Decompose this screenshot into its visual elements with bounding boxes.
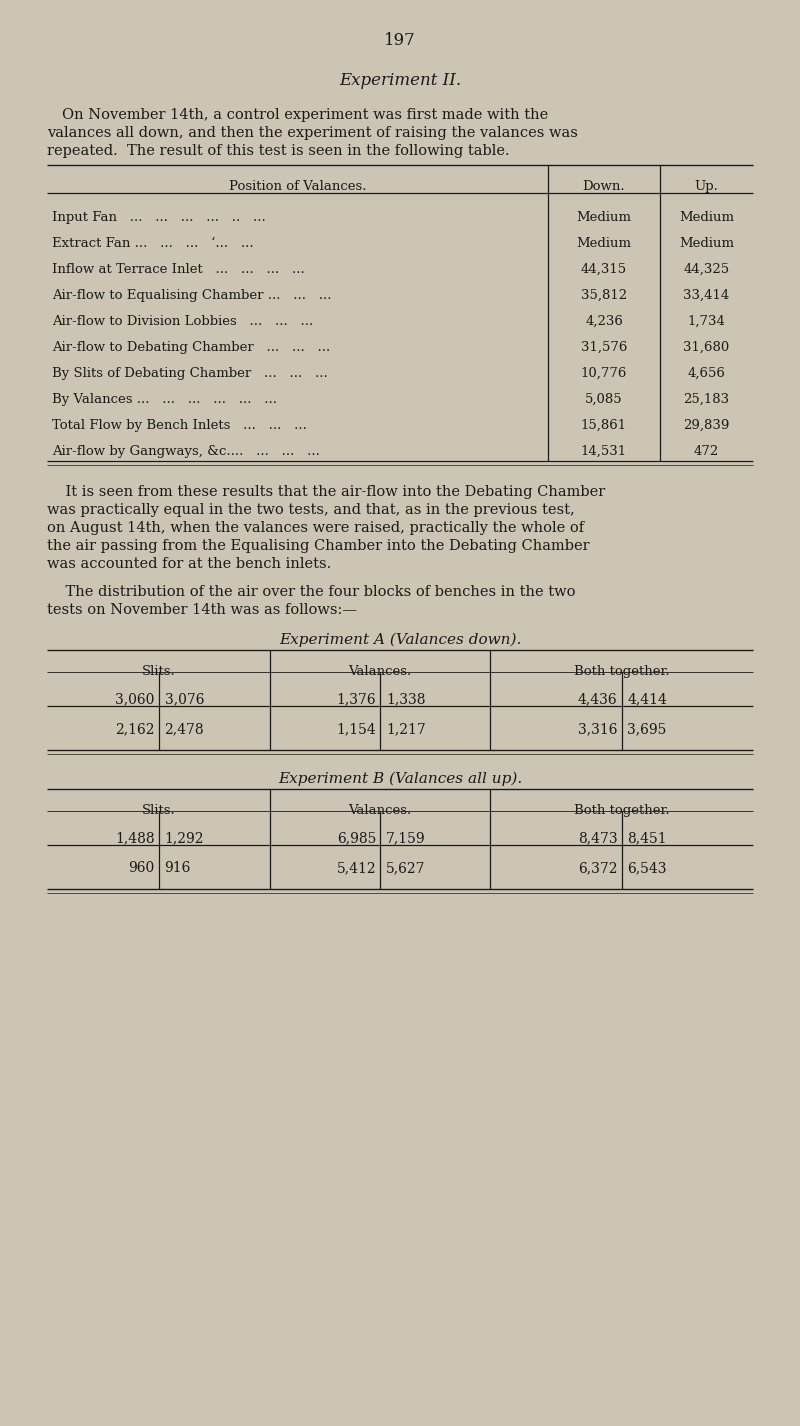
Text: 31,680: 31,680 (683, 341, 730, 354)
Text: Slits.: Slits. (142, 665, 175, 677)
Text: Inflow at Terrace Inlet   ...   ...   ...   ...: Inflow at Terrace Inlet ... ... ... ... (52, 262, 305, 277)
Text: 31,576: 31,576 (581, 341, 627, 354)
Text: Input Fan   ...   ...   ...   ...   ..   ...: Input Fan ... ... ... ... .. ... (52, 211, 266, 224)
Text: Air-flow to Equalising Chamber ...   ...   ...: Air-flow to Equalising Chamber ... ... .… (52, 289, 331, 302)
Text: 4,414: 4,414 (627, 692, 667, 706)
Text: Up.: Up. (694, 180, 718, 193)
Text: Both together.: Both together. (574, 665, 670, 677)
Text: Position of Valances.: Position of Valances. (229, 180, 366, 193)
Text: 1,488: 1,488 (115, 831, 154, 846)
Text: 5,412: 5,412 (336, 861, 376, 876)
Text: Valances.: Valances. (348, 665, 412, 677)
Text: Valances.: Valances. (348, 804, 412, 817)
Text: 472: 472 (694, 445, 719, 458)
Text: By Slits of Debating Chamber   ...   ...   ...: By Slits of Debating Chamber ... ... ... (52, 366, 328, 379)
Text: 15,861: 15,861 (581, 419, 627, 432)
Text: Air-flow to Division Lobbies   ...   ...   ...: Air-flow to Division Lobbies ... ... ... (52, 315, 314, 328)
Text: 10,776: 10,776 (581, 366, 627, 379)
Text: was practically equal in the two tests, and that, as in the previous test,: was practically equal in the two tests, … (47, 503, 574, 518)
Text: 2,162: 2,162 (115, 722, 154, 736)
Text: 1,217: 1,217 (386, 722, 426, 736)
Text: 44,325: 44,325 (683, 262, 730, 277)
Text: Medium: Medium (679, 211, 734, 224)
Text: on August 14th, when the valances were raised, practically the whole of: on August 14th, when the valances were r… (47, 520, 584, 535)
Text: By Valances ...   ...   ...   ...   ...   ...: By Valances ... ... ... ... ... ... (52, 394, 277, 406)
Text: 7,159: 7,159 (386, 831, 426, 846)
Text: Both together.: Both together. (574, 804, 670, 817)
Text: repeated.  The result of this test is seen in the following table.: repeated. The result of this test is see… (47, 144, 510, 158)
Text: Air-flow to Debating Chamber   ...   ...   ...: Air-flow to Debating Chamber ... ... ... (52, 341, 330, 354)
Text: 6,372: 6,372 (578, 861, 618, 876)
Text: Total Flow by Bench Inlets   ...   ...   ...: Total Flow by Bench Inlets ... ... ... (52, 419, 307, 432)
Text: 960: 960 (128, 861, 154, 876)
Text: Experiment A (Valances down).: Experiment A (Valances down). (279, 633, 521, 647)
Text: 35,812: 35,812 (581, 289, 627, 302)
Text: Air-flow by Gangways, &c....   ...   ...   ...: Air-flow by Gangways, &c.... ... ... ... (52, 445, 320, 458)
Text: 6,543: 6,543 (627, 861, 667, 876)
Text: On November 14th, a control experiment was first made with the: On November 14th, a control experiment w… (62, 108, 548, 123)
Text: 4,236: 4,236 (585, 315, 623, 328)
Text: 3,695: 3,695 (627, 722, 667, 736)
Text: the air passing from the Equalising Chamber into the Debating Chamber: the air passing from the Equalising Cham… (47, 539, 590, 553)
Text: 916: 916 (165, 861, 191, 876)
Text: Medium: Medium (577, 211, 631, 224)
Text: 3,060: 3,060 (115, 692, 154, 706)
Text: 197: 197 (384, 31, 416, 48)
Text: 1,376: 1,376 (336, 692, 376, 706)
Text: Slits.: Slits. (142, 804, 175, 817)
Text: 1,734: 1,734 (687, 315, 726, 328)
Text: 1,292: 1,292 (165, 831, 204, 846)
Text: 44,315: 44,315 (581, 262, 627, 277)
Text: 5,627: 5,627 (386, 861, 426, 876)
Text: 6,985: 6,985 (337, 831, 376, 846)
Text: 5,085: 5,085 (585, 394, 623, 406)
Text: Medium: Medium (679, 237, 734, 250)
Text: 3,316: 3,316 (578, 722, 618, 736)
Text: tests on November 14th was as follows:—: tests on November 14th was as follows:— (47, 603, 357, 617)
Text: Extract Fan ...   ...   ...   ‘...   ...: Extract Fan ... ... ... ‘... ... (52, 237, 254, 250)
Text: 14,531: 14,531 (581, 445, 627, 458)
Text: 2,478: 2,478 (165, 722, 204, 736)
Text: was accounted for at the bench inlets.: was accounted for at the bench inlets. (47, 558, 331, 570)
Text: 29,839: 29,839 (683, 419, 730, 432)
Text: 4,656: 4,656 (687, 366, 726, 379)
Text: Down.: Down. (582, 180, 626, 193)
Text: 1,154: 1,154 (336, 722, 376, 736)
Text: Experiment B (Valances all up).: Experiment B (Valances all up). (278, 771, 522, 786)
Text: 8,451: 8,451 (627, 831, 667, 846)
Text: 33,414: 33,414 (683, 289, 730, 302)
Text: It is seen from these results that the air-flow into the Debating Chamber: It is seen from these results that the a… (47, 485, 606, 499)
Text: 4,436: 4,436 (578, 692, 618, 706)
Text: 1,338: 1,338 (386, 692, 426, 706)
Text: Medium: Medium (577, 237, 631, 250)
Text: Experiment II.: Experiment II. (339, 71, 461, 88)
Text: The distribution of the air over the four blocks of benches in the two: The distribution of the air over the fou… (47, 585, 575, 599)
Text: 25,183: 25,183 (683, 394, 730, 406)
Text: 3,076: 3,076 (165, 692, 204, 706)
Text: 8,473: 8,473 (578, 831, 618, 846)
Text: valances all down, and then the experiment of raising the valances was: valances all down, and then the experime… (47, 125, 578, 140)
